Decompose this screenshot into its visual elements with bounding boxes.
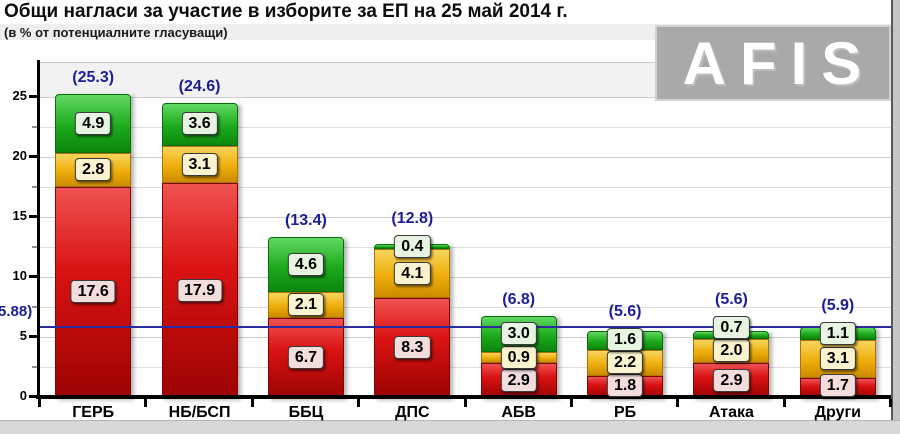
chart-subtitle: (в % от потенциалните гласуващи) [4,25,228,40]
x-axis-tick [676,399,680,407]
x-category-label: РБ [613,404,637,421]
gridline [40,127,891,128]
y-tick-label: 20 [12,148,27,163]
segment-value-label: 0.7 [713,316,750,340]
segment-value-label: 1.1 [819,321,856,345]
gridline [40,217,891,218]
plot-area: 17.6 2.8 4.9 (25.3) 17.9 3.1 3.6 (24.6) 6.7 2.1 4.… [40,62,891,398]
segment-value-label: 4.6 [287,252,325,276]
segment-value-label: 8.3 [394,336,431,360]
y-axis-minor-tick [32,246,37,248]
gridline [40,187,891,188]
x-axis-tick [889,399,892,407]
gridline [40,277,891,278]
right-edge-strip [893,0,900,434]
y-axis-tick [29,155,37,158]
y-axis-line [37,60,40,397]
segment-value-label: 2.8 [75,158,112,181]
y-axis-tick [29,395,37,398]
x-axis-tick [357,399,361,407]
x-axis-tick [463,399,467,407]
segment-value-label: 0.9 [500,345,537,369]
y-axis-minor-tick [32,126,37,128]
segment-value-label: 2.9 [713,368,750,392]
bar-total-label: (6.8) [502,291,536,309]
bar-total-label: (25.3) [72,69,115,87]
segment-value-label: 1.7 [819,374,856,397]
y-tick-label: 15 [12,208,27,223]
x-category-label: АБВ [501,404,536,421]
x-category-label: НБ/БСП [168,404,231,421]
reference-line-label: (5.88) [0,303,33,320]
y-axis-minor-tick [32,186,37,188]
segment-value-label: 3.6 [181,112,218,136]
bar-ДПС [374,244,451,398]
segment-value-label: 2.2 [606,351,644,374]
bar-total-label: (13.4) [285,212,327,230]
x-category-label: ДПС [395,404,430,421]
x-axis-tick [38,399,41,407]
segment-value-label: 1.6 [606,328,644,351]
segment-value-label: 1.8 [606,374,644,397]
y-tick-label: 0 [19,388,27,403]
footer-band [0,420,900,434]
bar-total-label: (5.6) [714,291,748,309]
y-axis-tick [29,95,37,98]
bar-НБ/БСП [161,102,238,398]
segment-value-label: 17.6 [70,280,116,304]
y-axis-minor-tick [32,306,37,308]
segment-value-label: 3.0 [500,322,537,346]
segment-value-label: 6.7 [287,345,325,369]
bar-segment-green [267,237,344,293]
segment-value-label: 17.9 [176,278,223,302]
segment-value-label: 4.1 [394,261,431,285]
y-axis-tick [29,335,37,338]
segment-value-label: 0.4 [394,234,431,258]
segment-value-label: 2.1 [287,293,325,316]
y-tick-label: 10 [12,268,27,283]
chart-title: Общи нагласи за участие в изборите за ЕП… [4,1,568,22]
y-axis-minor-tick [32,366,37,368]
x-category-label: ББЦ [288,404,324,421]
segment-value-label: 3.1 [181,152,218,176]
gridline [40,307,891,308]
x-axis-tick [144,399,148,407]
y-tick-label: 25 [12,88,27,103]
bar-total-label: (5.9) [821,296,855,314]
plot-right-border [891,0,893,420]
gridline [40,247,891,248]
bar-total-label: (12.8) [391,209,434,227]
bar-total-label: (24.6) [178,77,221,95]
afis-watermark-logo: AFIS [655,25,891,101]
x-axis-line [36,395,893,399]
x-category-label: Други [814,404,861,421]
x-category-label: Атака [708,404,754,421]
segment-value-label: 4.9 [75,111,112,135]
x-axis-tick [782,399,786,407]
gridline [40,337,891,338]
x-category-label: ГЕРБ [72,404,115,421]
bar-total-label: (5.6) [608,303,642,320]
bar-ГЕРБ [55,94,132,398]
x-axis-tick [250,399,254,407]
reference-line [40,326,891,329]
x-axis-tick [569,399,573,407]
y-axis-tick [29,215,37,218]
gridline [40,97,891,98]
gridline [40,157,891,158]
segment-value-label: 2.0 [713,339,750,363]
y-axis-tick [29,275,37,278]
segment-value-label: 2.9 [500,368,537,392]
gridline [40,367,891,368]
segment-value-label: 3.1 [819,347,856,370]
y-tick-label: 5 [19,328,27,343]
